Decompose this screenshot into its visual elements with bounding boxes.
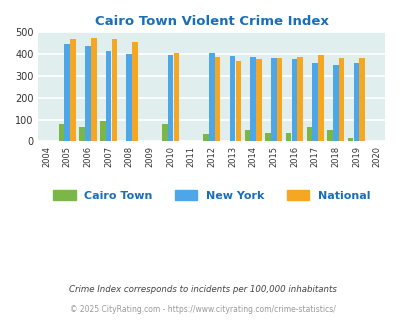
Bar — [162, 124, 167, 142]
Bar — [203, 134, 208, 142]
Bar — [332, 65, 338, 142]
Bar — [264, 133, 270, 142]
Bar — [79, 127, 85, 142]
Bar — [347, 138, 353, 142]
Bar — [250, 57, 255, 142]
Bar — [111, 39, 117, 142]
Bar — [326, 130, 332, 142]
Bar — [106, 51, 111, 142]
Legend: Cairo Town, New York, National: Cairo Town, New York, National — [49, 185, 374, 205]
Bar — [291, 59, 296, 142]
Bar — [91, 38, 96, 142]
Bar — [297, 57, 302, 142]
Bar — [311, 63, 317, 142]
Title: Cairo Town Violent Crime Index: Cairo Town Violent Crime Index — [95, 15, 328, 28]
Bar — [235, 61, 241, 142]
Bar — [306, 127, 311, 142]
Bar — [229, 56, 235, 142]
Bar — [285, 133, 291, 142]
Bar — [271, 58, 276, 142]
Bar — [318, 55, 323, 142]
Bar — [338, 58, 343, 142]
Bar — [100, 121, 105, 142]
Text: Crime Index corresponds to incidents per 100,000 inhabitants: Crime Index corresponds to incidents per… — [69, 285, 336, 294]
Bar — [353, 63, 358, 142]
Bar — [132, 42, 137, 142]
Bar — [244, 130, 249, 142]
Bar — [358, 58, 364, 142]
Bar — [209, 52, 214, 142]
Bar — [85, 46, 90, 142]
Bar — [70, 39, 76, 142]
Bar — [167, 55, 173, 142]
Bar — [173, 53, 179, 142]
Bar — [64, 44, 70, 142]
Bar — [256, 59, 261, 142]
Bar — [126, 54, 132, 142]
Bar — [214, 57, 220, 142]
Bar — [59, 124, 64, 142]
Bar — [276, 57, 282, 142]
Text: © 2025 CityRating.com - https://www.cityrating.com/crime-statistics/: © 2025 CityRating.com - https://www.city… — [70, 305, 335, 314]
